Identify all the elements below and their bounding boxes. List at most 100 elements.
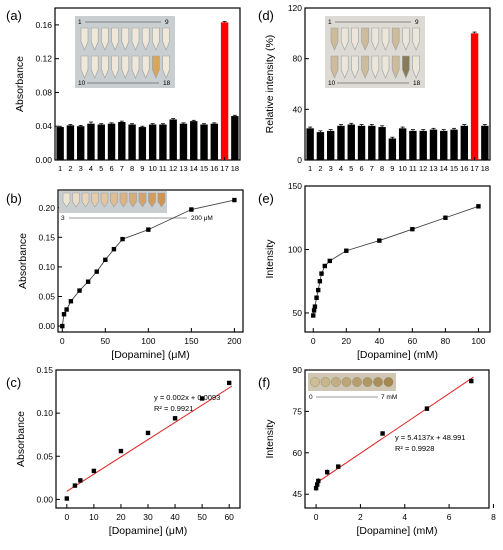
x-tick-label: 8 [130,164,134,173]
x-tick-label: 60 [224,512,234,522]
y-tick-label: 150 [288,181,302,191]
x-tick-label: 2 [358,512,363,522]
y-axis-label: Intensity [264,239,276,279]
bar [169,119,177,160]
inset-label-end-top: 9 [165,19,169,26]
x-axis-label: [Dopamine] (μM) [109,525,187,537]
inset-vial [62,192,71,208]
inset-vial [80,27,89,51]
y-tick-label: 60 [293,448,303,458]
inset-vial [330,55,339,79]
inset-vial [152,55,160,79]
plot-frame [304,369,490,509]
y-tick-label: 0.15 [36,365,53,375]
plot-frame [304,7,491,161]
bar [440,130,448,160]
data-point [344,248,349,253]
inset-label-end: 7 mM [381,394,397,401]
y-tick-label: 40 [293,104,303,114]
y-axis-label: Absorbance [14,56,26,112]
bar [159,124,167,160]
inset-vial [90,27,99,51]
inset-vial [138,192,147,208]
inset-vial [340,27,349,51]
x-tick-label: 40 [375,336,385,346]
data-point [424,406,430,411]
x-tick-label: 8 [380,164,384,173]
inset-label-end: 200 μM [191,215,213,222]
y-tick-label: 0.12 [35,54,52,64]
inset-vial [381,55,390,79]
x-tick-label: 40 [170,512,180,522]
inset-label-end-bottom: 18 [163,80,171,87]
bar [118,122,126,160]
x-tick-label: 50 [197,512,207,522]
x-tick-label: 15 [450,164,458,173]
y-tick-label: 0.10 [38,262,55,272]
bar [76,126,85,160]
y-tick-label: 0.20 [38,203,55,213]
data-point [68,299,74,304]
inset-vial [131,27,140,51]
inset-vial [119,192,128,208]
x-tick-label: 14 [190,164,198,173]
x-tick-label: 2 [68,164,72,173]
x-tick-label: 11 [159,164,167,173]
x-tick-label: 60 [408,336,418,346]
x-tick-label: 200 [227,336,241,346]
bar [316,132,325,160]
inset-vial [111,55,119,79]
bar [347,124,355,160]
photo-inset: 1 9 10 18 [75,16,175,88]
bar [470,33,479,161]
x-tick-label: 4 [339,164,343,173]
bar [56,127,64,160]
x-tick-label: 5 [99,164,103,173]
y-tick-label: 50 [293,308,303,318]
inset-vial [101,27,109,51]
data-point [103,257,108,263]
y-tick-label: 0.08 [35,87,52,97]
data-point [314,482,320,487]
y-tick-label: 45 [293,489,303,499]
data-point [443,215,448,220]
data-point [64,496,70,501]
plot-frame [57,189,244,333]
data-point [145,430,151,436]
y-tick-label: 100 [288,244,302,254]
data-point [60,323,65,329]
x-tick-label: 20 [342,336,352,346]
inset-label-start-top: 1 [78,19,82,26]
x-tick-label: 18 [231,164,239,173]
inset-label-start-bottom: 10 [78,80,86,87]
x-tick-label: 11 [409,164,417,173]
x-tick-label: 20 [116,512,126,522]
fit-equation: y = 5.4137x + 48.991 [395,433,465,442]
x-tick-label: 1 [308,164,312,173]
x-tick-label: 3 [329,164,333,173]
bar [357,125,366,160]
panel-label: (b) [6,191,22,206]
inset-vial [162,55,170,79]
panel-e: (e) 50 100 150 Intensity [Dopamine] (mM) 0 20 40… [258,181,491,361]
bar [200,124,208,160]
inset-vial [371,55,380,79]
inset-label-start: 0 [309,394,313,401]
inset-vial [351,55,359,79]
inset-vial [80,55,89,79]
inset-spot [331,377,341,387]
y-tick-label: 0.05 [38,292,55,302]
data-point [336,464,341,469]
fit-line [315,376,474,484]
x-tick-label: 12 [169,164,177,173]
data-point [311,308,317,313]
bar [368,125,376,160]
y-tick-label: 90 [293,365,303,375]
x-tick-label: 30 [143,512,153,522]
x-tick-label: 17 [220,164,228,173]
inset-vial [91,192,99,208]
inset-vial [412,55,420,79]
inset-spot [373,377,383,387]
plot-frame [54,7,241,161]
